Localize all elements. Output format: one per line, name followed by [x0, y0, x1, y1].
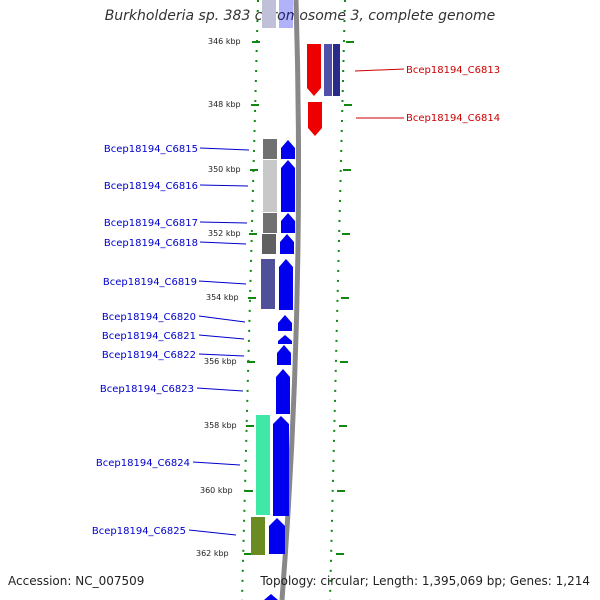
right-gene-labels: Bcep18194_C6813 Bcep18194_C6814 [406, 65, 500, 124]
domain-c6816 [263, 160, 277, 212]
gene-label[interactable]: Bcep18194_C6820 [102, 312, 196, 323]
domain-c6815 [263, 139, 277, 159]
gene-c6818[interactable] [280, 234, 294, 254]
gene-c6823[interactable] [276, 369, 290, 414]
gene-c6825[interactable] [269, 518, 285, 554]
domain-c6819 [261, 259, 275, 309]
gene-label[interactable]: Bcep18194_C6816 [104, 181, 198, 192]
ruler-label: 360 kbp [200, 486, 233, 495]
domain-c6818 [262, 234, 276, 254]
ruler-label: 362 kbp [196, 549, 229, 558]
gene-label[interactable]: Bcep18194_C6815 [104, 144, 198, 155]
gene-c6819[interactable] [279, 259, 293, 310]
genome-summary-text: Topology: circular; Length: 1,395,069 bp… [260, 574, 590, 588]
ruler-label: 352 kbp [208, 229, 241, 238]
ruler-labels: 346 kbp 348 kbp 350 kbp 352 kbp 354 kbp … [196, 37, 241, 558]
gene-label[interactable]: Bcep18194_C6822 [102, 350, 196, 361]
domain-c6824 [256, 415, 270, 515]
ruler-label: 348 kbp [208, 100, 241, 109]
gene-c6813-domain [324, 44, 332, 96]
gene-c6815[interactable] [281, 140, 295, 159]
gene-c6813-domain-2 [333, 44, 340, 96]
gene-label[interactable]: Bcep18194_C6813 [406, 65, 500, 76]
domain-c6825 [251, 517, 265, 555]
left-gene-labels: Bcep18194_C6815 Bcep18194_C6816 Bcep1819… [92, 144, 198, 537]
gene-label[interactable]: Bcep18194_C6824 [96, 458, 190, 469]
partial-feature-top [262, 0, 276, 28]
gene-label[interactable]: Bcep18194_C6818 [104, 238, 198, 249]
gene-label[interactable]: Bcep18194_C6817 [104, 218, 198, 229]
ruler-label: 350 kbp [208, 165, 241, 174]
map-title: Burkholderia sp. 383 chromosome 3, compl… [104, 8, 496, 24]
partial-gene-top [279, 0, 293, 28]
domain-c6817 [263, 213, 277, 233]
ruler-label: 354 kbp [206, 293, 239, 302]
gene-c6813[interactable] [307, 44, 321, 96]
ruler-label: 358 kbp [204, 421, 237, 430]
gene-label[interactable]: Bcep18194_C6821 [102, 331, 196, 342]
ruler-ticks [244, 41, 354, 555]
gene-c6814[interactable] [308, 102, 322, 136]
inner-ruler-line [241, 0, 259, 600]
outer-ruler-line [329, 0, 346, 600]
gene-c6824[interactable] [273, 416, 289, 516]
right-leader-lines [354, 68, 405, 119]
ruler-label: 356 kbp [204, 357, 237, 366]
gene-c6816[interactable] [281, 160, 295, 212]
gene-label[interactable]: Bcep18194_C6825 [92, 526, 186, 537]
gene-label[interactable]: Bcep18194_C6814 [406, 113, 500, 124]
gene-c6822[interactable] [277, 345, 291, 365]
partial-gene-bottom [264, 594, 278, 600]
ruler-label: 346 kbp [208, 37, 241, 46]
gene-label[interactable]: Bcep18194_C6819 [103, 277, 197, 288]
gene-c6817[interactable] [281, 213, 295, 233]
gene-label[interactable]: Bcep18194_C6823 [100, 384, 194, 395]
gene-c6820[interactable] [278, 315, 292, 331]
left-leader-lines [188, 147, 250, 536]
accession-text: Accession: NC_007509 [8, 574, 145, 588]
gene-c6821[interactable] [278, 335, 292, 344]
